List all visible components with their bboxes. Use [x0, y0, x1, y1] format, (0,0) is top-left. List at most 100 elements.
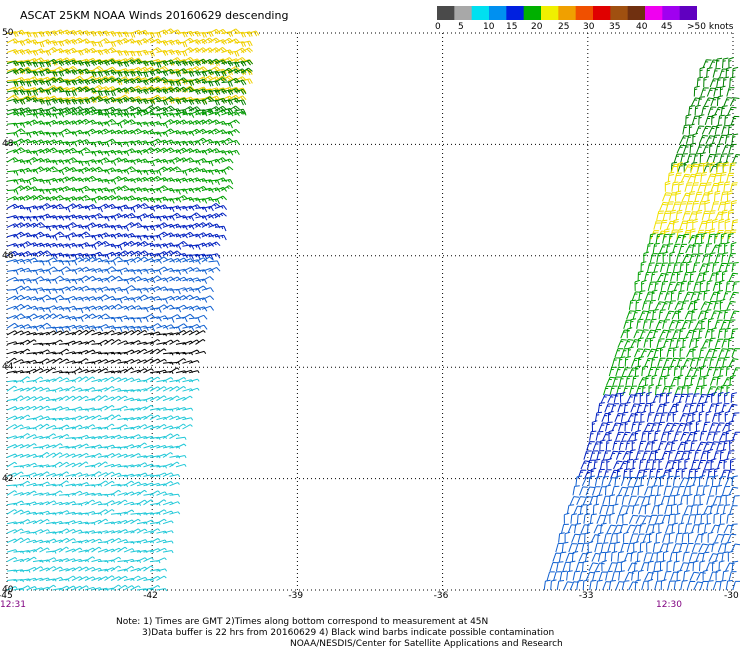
- wind-barb: [690, 440, 698, 451]
- wind-barb: [71, 566, 83, 572]
- wind-barb: [628, 495, 637, 505]
- wind-barb: [716, 77, 724, 88]
- wind-barb: [631, 375, 639, 386]
- wind-barb: [156, 40, 169, 46]
- wind-barb: [638, 440, 647, 451]
- wind-barb: [683, 271, 691, 282]
- wind-barb: [130, 197, 143, 203]
- wind-barb: [657, 357, 666, 367]
- wind-barb: [598, 571, 608, 581]
- wind-barb: [149, 275, 162, 282]
- wind-barb: [620, 560, 627, 572]
- wind-barb: [175, 240, 188, 247]
- wind-barb: [634, 430, 641, 441]
- wind-barb: [558, 532, 565, 543]
- wind-barb: [654, 514, 664, 524]
- wind-barb: [84, 325, 97, 331]
- lon-tick-label: -42: [143, 591, 158, 601]
- wind-barb: [640, 410, 647, 422]
- wind-barb: [117, 112, 130, 118]
- wind-barb: [26, 70, 39, 77]
- wind-barb: [660, 495, 670, 505]
- wind-barb: [175, 443, 187, 449]
- wind-barb: [682, 403, 692, 413]
- wind-barb: [123, 565, 135, 572]
- wind-barb: [208, 266, 221, 272]
- wind-barb: [682, 551, 690, 562]
- wind-barb: [162, 452, 173, 458]
- wind-barb: [26, 279, 39, 285]
- wind-barb: [52, 490, 63, 496]
- wind-barb: [169, 511, 181, 515]
- wind-barb: [722, 270, 728, 282]
- wind-barb: [724, 410, 731, 422]
- wind-barb: [731, 560, 739, 572]
- wind-barb: [91, 49, 104, 56]
- wind-barb: [641, 450, 651, 460]
- wind-barb: [652, 523, 660, 534]
- wind-barb: [709, 161, 716, 173]
- wind-barb: [26, 339, 37, 345]
- wind-barb: [616, 531, 623, 543]
- wind-barb: [559, 570, 568, 581]
- wind-barb: [149, 538, 161, 544]
- wind-barb: [52, 376, 63, 383]
- wind-barb: [633, 392, 641, 403]
- wind-barb: [58, 546, 69, 553]
- wind-barb: [234, 99, 247, 106]
- wind-barb: [110, 565, 121, 572]
- wind-barb: [45, 538, 57, 544]
- wind-barb: [136, 557, 148, 563]
- wind-barb: [32, 566, 44, 572]
- wind-barb: [58, 377, 70, 383]
- wind-barb: [97, 509, 109, 515]
- wind-barb: [175, 463, 187, 468]
- wind-barb: [705, 262, 714, 273]
- wind-barb: [678, 543, 687, 553]
- wind-barb: [615, 367, 624, 377]
- wind-barb: [19, 585, 31, 591]
- wind-barb: [13, 359, 24, 364]
- wind-barb: [609, 450, 619, 460]
- wind-barb: [625, 505, 635, 515]
- wind-barb: [149, 502, 161, 506]
- wind-barb: [589, 579, 597, 591]
- wind-barb: [78, 566, 89, 572]
- lon-tick-label: -39: [288, 591, 304, 601]
- wind-barb: [718, 262, 727, 273]
- wind-barb: [712, 281, 721, 292]
- wind-barb: [563, 581, 573, 591]
- wind-barb: [104, 41, 117, 48]
- legend-swatch: [541, 6, 559, 20]
- wind-barb: [227, 105, 240, 112]
- wind-barb: [694, 191, 703, 202]
- wind-barb: [681, 233, 690, 244]
- wind-barb: [19, 444, 31, 449]
- wind-barb: [136, 88, 149, 95]
- wind-barb: [104, 396, 115, 402]
- wind-barb: [52, 66, 65, 72]
- wind-barb: [149, 339, 161, 345]
- wind-barb: [703, 76, 710, 88]
- wind-barb: [104, 138, 117, 144]
- wind-barb: [58, 253, 71, 259]
- wind-barb: [663, 422, 674, 432]
- wind-barb: [130, 434, 141, 439]
- wind-barb: [71, 529, 83, 534]
- legend-swatch: [679, 6, 697, 20]
- wind-barb: [728, 57, 734, 69]
- wind-barb: [592, 503, 600, 515]
- wind-barb: [702, 485, 710, 496]
- wind-barb: [188, 370, 200, 374]
- wind-barb: [655, 384, 662, 396]
- wind-barb: [687, 514, 696, 524]
- wind-barb: [730, 200, 737, 211]
- wind-barb: [644, 375, 652, 386]
- wind-barb: [656, 550, 663, 562]
- wind-barb: [208, 128, 221, 135]
- wind-barb: [643, 338, 652, 348]
- wind-barb: [143, 368, 154, 374]
- wind-barb: [110, 195, 123, 201]
- wind-barb: [707, 233, 715, 244]
- wind-barb: [685, 114, 692, 125]
